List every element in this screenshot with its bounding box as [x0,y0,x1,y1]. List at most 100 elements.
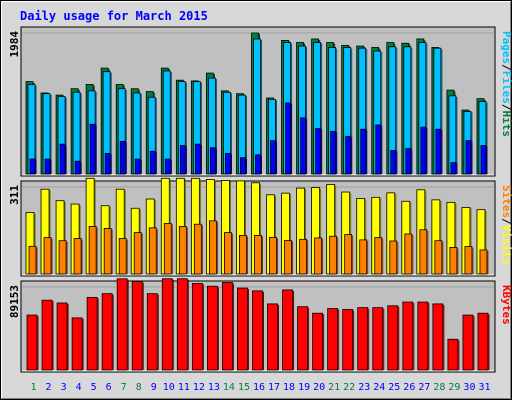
kbytes-bar [146,293,158,371]
kbytes-bar [222,282,233,371]
max-value-label: 1984 [8,31,21,58]
pages-bar [134,158,141,175]
sites-bar [148,227,157,275]
pages-bar [375,124,382,175]
files-bar [253,38,261,175]
max-value-label: 89153 [8,285,21,318]
sites-bar [449,247,458,275]
kbytes-bar [101,293,113,371]
legend-entry: Hits [500,111,512,138]
pages-bar [360,128,367,175]
day-label: 26 [403,382,415,393]
pages-bar [390,150,397,175]
legend-entry: Visits [500,225,512,265]
pages-bar [345,135,352,175]
kbytes-bar [282,289,293,371]
legend: KBytes [500,285,512,325]
kbytes-bar [161,278,173,371]
day-label: 8 [136,382,142,393]
pages-bar [480,145,487,175]
day-label: 10 [163,382,175,393]
kbytes-bar [432,303,444,371]
day-label: 5 [91,382,97,393]
sites-bar [314,237,323,275]
kbytes-bar [267,303,278,371]
day-label: 23 [358,382,370,393]
day-label: 12 [193,382,205,393]
day-label: 2 [46,382,52,393]
pages-bar [255,154,261,175]
sites-bar [389,240,398,275]
kbytes-bar [462,314,474,371]
pages-bar [29,158,36,175]
day-label: 29 [448,382,460,393]
pages-bar [179,145,186,175]
pages-bar [59,143,66,175]
kbytes-bar [237,287,248,371]
legend: Sites/Visits [500,185,512,265]
sites-bar [254,234,262,275]
legend: Pages/Files/Hits [500,31,512,137]
files-bar [162,70,171,175]
sites-bar [239,234,247,275]
pages-bar [119,140,126,175]
x-axis-day-labels: 1 2 3 4 5 6 7 8 9 10 11 12 13 14 15 16 17 18 19 20 21 22 23 24 2… [31,382,491,393]
kbytes-bar [131,281,143,371]
visits-sites-panel: 311 Sites/Visits [8,177,512,277]
sites-bar [404,233,413,275]
sites-bar [344,234,353,275]
pages-bar [240,157,246,175]
legend-entry: / [500,218,512,225]
pages-bar [44,158,51,175]
day-label: 9 [151,382,157,393]
day-label: 25 [388,382,400,393]
sites-bar [103,228,112,275]
day-label: 3 [61,382,67,393]
kbytes-bar [191,283,203,371]
kbytes-bar [252,290,263,371]
pages-bar [450,162,457,175]
pages-bar [89,123,96,175]
sites-bar [208,220,217,275]
pages-bar [435,128,442,175]
day-label: 28 [433,382,445,393]
legend-entry: / [500,64,512,71]
kbytes-bar [477,312,489,371]
kbytes-bar [357,307,369,371]
kbytes-bar [56,302,68,371]
legend-entry: Files [500,71,512,104]
kbytes-bar [387,305,399,371]
kbytes-bar [447,338,459,371]
chart-title: Daily usage for March 2015 [20,9,208,23]
kbytes-bar [342,309,354,371]
sites-bar [133,232,142,275]
day-label: 1 [31,382,37,393]
day-label: 15 [238,382,250,393]
day-label: 11 [178,382,190,393]
sites-bar [359,239,368,275]
day-label: 27 [418,382,430,393]
kbytes-bar [26,314,38,371]
kbytes-bar [402,301,414,371]
day-label: 6 [106,382,112,393]
sites-bar [73,238,82,275]
sites-bar [329,235,338,275]
sites-bar [464,246,473,275]
sites-bar [163,222,172,275]
sites-bar [28,245,37,275]
day-label: 19 [298,382,310,393]
day-label: 13 [208,382,220,393]
legend-entry: Pages [500,31,512,64]
kbytes-bar [297,306,308,371]
pages-bar [465,140,472,175]
sites-bar [193,223,202,275]
sites-bar [479,249,488,275]
sites-bar [299,238,307,275]
sites-bar [434,240,443,275]
kbytes-bar [206,285,218,371]
day-label: 30 [463,382,475,393]
hits-files-pages-panel: 1984 Pages/Files/Hits [8,26,512,177]
pages-bar [194,143,201,175]
kbytes-bar [327,308,339,371]
pages-bar [315,128,322,175]
